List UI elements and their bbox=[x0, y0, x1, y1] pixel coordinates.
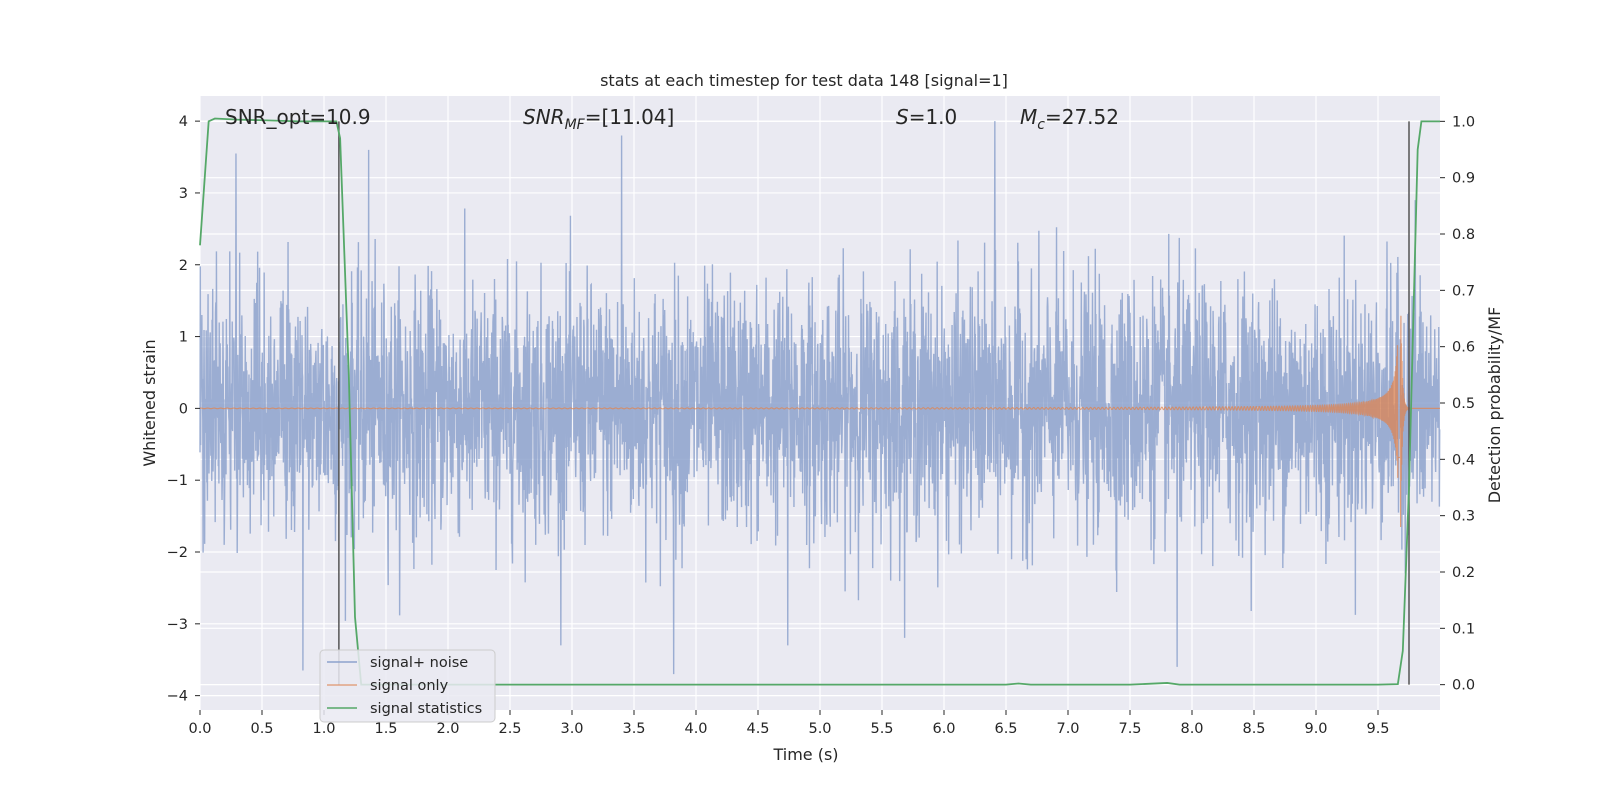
y-tick-label: 0 bbox=[179, 401, 188, 417]
annotation-mc: Mc=27.52 bbox=[1020, 105, 1119, 133]
y2-tick-label: 0.2 bbox=[1452, 565, 1475, 581]
y-tick-label: 3 bbox=[179, 186, 188, 202]
y2-tick-label: 0.9 bbox=[1452, 171, 1475, 187]
s-value: =1.0 bbox=[909, 105, 958, 129]
legend-box bbox=[319, 649, 496, 723]
x-tick-label: 3.5 bbox=[622, 721, 645, 737]
y2-axis-ticks: 0.0 0.1 0.2 0.3 0.4 0.5 0.6 0.7 0.8 0.9 1.0 bbox=[1440, 114, 1475, 694]
legend-label-stats: signal statistics bbox=[370, 701, 482, 717]
snr-mf-subscript: MF bbox=[565, 117, 586, 133]
y-tick-label: −1 bbox=[167, 473, 188, 489]
x-tick-label: 9.0 bbox=[1304, 721, 1327, 737]
y2-tick-label: 0.5 bbox=[1452, 396, 1475, 412]
signal-only-series bbox=[199, 315, 1440, 528]
y-axis-label: Whitened strain bbox=[140, 339, 159, 466]
y2-axis-label: Detection probability/MF bbox=[1485, 307, 1504, 504]
x-tick-label: 6.0 bbox=[932, 721, 955, 737]
x-tick-label: 4.5 bbox=[746, 721, 769, 737]
y2-tick-label: 0.0 bbox=[1452, 678, 1475, 694]
x-tick-label: 7.5 bbox=[1118, 721, 1141, 737]
x-tick-label: 8.5 bbox=[1242, 721, 1265, 737]
legend-label-noise: signal+ noise bbox=[370, 655, 468, 671]
signal-statistics-line bbox=[199, 117, 1440, 686]
legend: signal+ noise signal only signal statist… bbox=[319, 649, 496, 723]
signal-noise-series bbox=[199, 121, 1441, 675]
snr-mf-symbol: SNR bbox=[523, 105, 565, 129]
y-tick-label: −4 bbox=[167, 689, 188, 705]
vertical-markers bbox=[338, 121, 1410, 685]
annotation-s: S=1.0 bbox=[896, 105, 957, 129]
x-tick-label: 0.5 bbox=[250, 721, 273, 737]
x-tick-label: 1.0 bbox=[312, 721, 335, 737]
signal-only-line bbox=[199, 315, 1440, 528]
mc-symbol: M bbox=[1020, 105, 1037, 129]
x-tick-label: 5.0 bbox=[808, 721, 831, 737]
x-tick-label: 3.0 bbox=[560, 721, 583, 737]
y2-tick-label: 1.0 bbox=[1452, 114, 1475, 130]
noise-line bbox=[199, 121, 1441, 675]
y2-tick-label: 0.1 bbox=[1452, 621, 1475, 637]
x-tick-label: 5.5 bbox=[870, 721, 893, 737]
y2-tick-label: 0.6 bbox=[1452, 340, 1475, 356]
y2-tick-label: 0.4 bbox=[1452, 452, 1475, 468]
x-tick-label: 1.5 bbox=[374, 721, 397, 737]
mc-value: =27.52 bbox=[1045, 105, 1119, 129]
s-symbol: S bbox=[896, 105, 909, 129]
annotation-snr-opt: SNR_opt=10.9 bbox=[225, 105, 371, 129]
y-tick-label: 4 bbox=[179, 114, 188, 130]
x-axis-label: Time (s) bbox=[772, 745, 838, 764]
y2-tick-label: 0.3 bbox=[1452, 509, 1475, 525]
x-tick-label: 8.0 bbox=[1180, 721, 1203, 737]
y-axis-ticks: −4 −3 −2 −1 0 1 2 3 4 bbox=[167, 114, 200, 705]
x-tick-label: 7.0 bbox=[1056, 721, 1079, 737]
x-tick-label: 2.5 bbox=[498, 721, 521, 737]
snr-mf-value: =[11.04] bbox=[585, 105, 675, 129]
y2-tick-label: 0.8 bbox=[1452, 227, 1475, 243]
x-tick-label: 4.0 bbox=[684, 721, 707, 737]
legend-label-signal: signal only bbox=[370, 678, 449, 694]
chart-title: stats at each timestep for test data 148… bbox=[600, 71, 1008, 90]
x-tick-label: 2.0 bbox=[436, 721, 459, 737]
annotation-snr-mf: SNRMF=[11.04] bbox=[523, 105, 674, 133]
x-tick-label: 9.5 bbox=[1366, 721, 1389, 737]
x-tick-label: 6.5 bbox=[994, 721, 1017, 737]
y-tick-label: −3 bbox=[167, 617, 188, 633]
signal-statistics-series bbox=[199, 117, 1440, 686]
y-tick-label: 1 bbox=[179, 330, 188, 346]
x-axis-ticks: 0.0 0.5 1.0 1.5 2.0 2.5 3.0 3.5 4.0 4.5 5.0 5.5 6.0 6… bbox=[188, 710, 1390, 737]
mc-subscript: c bbox=[1037, 117, 1045, 133]
x-tick-label: 0.0 bbox=[188, 721, 211, 737]
y2-tick-label: 0.7 bbox=[1452, 283, 1475, 299]
y-tick-label: −2 bbox=[167, 545, 188, 561]
y-tick-label: 2 bbox=[179, 258, 188, 274]
